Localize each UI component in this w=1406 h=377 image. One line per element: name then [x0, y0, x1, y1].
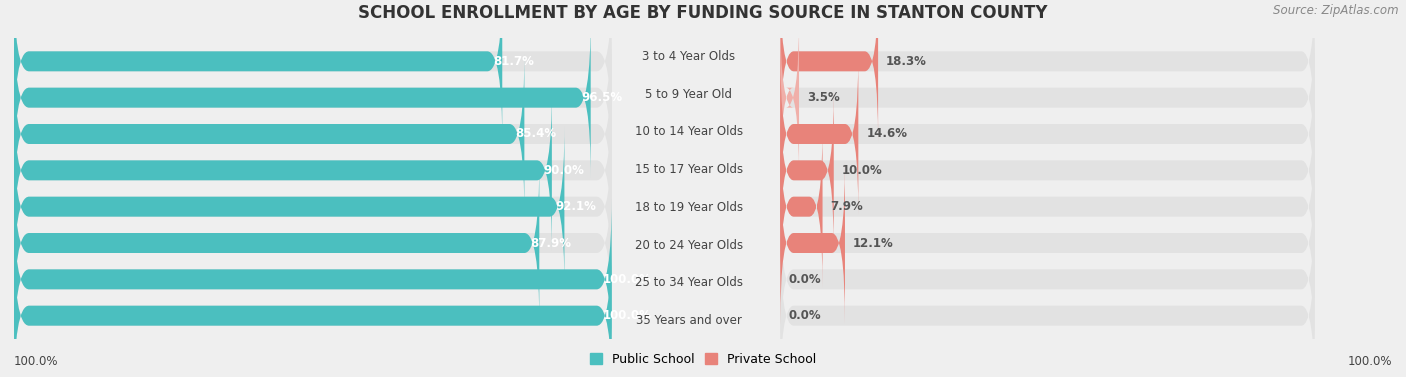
FancyBboxPatch shape	[780, 53, 1315, 215]
Text: 10 to 14 Year Olds: 10 to 14 Year Olds	[636, 126, 742, 138]
Text: 87.9%: 87.9%	[530, 236, 571, 250]
FancyBboxPatch shape	[14, 162, 612, 324]
Text: 0.0%: 0.0%	[789, 309, 821, 322]
FancyBboxPatch shape	[14, 126, 612, 288]
FancyBboxPatch shape	[780, 17, 799, 178]
FancyBboxPatch shape	[14, 199, 612, 360]
Text: 0.0%: 0.0%	[789, 273, 821, 286]
FancyBboxPatch shape	[14, 53, 524, 215]
FancyBboxPatch shape	[780, 89, 1315, 251]
Text: 3.5%: 3.5%	[807, 91, 839, 104]
Text: 100.0%: 100.0%	[603, 273, 651, 286]
FancyBboxPatch shape	[14, 0, 502, 142]
Text: 18 to 19 Year Olds: 18 to 19 Year Olds	[636, 201, 742, 214]
FancyBboxPatch shape	[780, 126, 1315, 288]
FancyBboxPatch shape	[14, 17, 591, 178]
Text: 92.1%: 92.1%	[555, 200, 596, 213]
FancyBboxPatch shape	[14, 89, 612, 251]
Text: 5 to 9 Year Old: 5 to 9 Year Old	[645, 88, 733, 101]
Text: 90.0%: 90.0%	[543, 164, 583, 177]
Text: 81.7%: 81.7%	[494, 55, 534, 68]
FancyBboxPatch shape	[14, 199, 612, 360]
Text: 96.5%: 96.5%	[582, 91, 623, 104]
Text: 20 to 24 Year Olds: 20 to 24 Year Olds	[636, 239, 742, 251]
FancyBboxPatch shape	[14, 126, 564, 288]
Text: 15 to 17 Year Olds: 15 to 17 Year Olds	[636, 163, 742, 176]
FancyBboxPatch shape	[780, 89, 834, 251]
FancyBboxPatch shape	[780, 0, 1315, 142]
Legend: Public School, Private School: Public School, Private School	[585, 348, 821, 371]
Text: 100.0%: 100.0%	[603, 309, 651, 322]
FancyBboxPatch shape	[14, 235, 612, 377]
FancyBboxPatch shape	[780, 0, 879, 142]
Text: 10.0%: 10.0%	[842, 164, 883, 177]
Text: 7.9%: 7.9%	[831, 200, 863, 213]
FancyBboxPatch shape	[780, 235, 1315, 377]
Text: 3 to 4 Year Olds: 3 to 4 Year Olds	[643, 50, 735, 63]
FancyBboxPatch shape	[780, 199, 1315, 360]
FancyBboxPatch shape	[14, 89, 551, 251]
FancyBboxPatch shape	[14, 17, 612, 178]
FancyBboxPatch shape	[14, 235, 612, 377]
Text: 35 Years and over: 35 Years and over	[636, 314, 742, 327]
FancyBboxPatch shape	[780, 17, 1315, 178]
Text: 25 to 34 Year Olds: 25 to 34 Year Olds	[636, 276, 742, 289]
FancyBboxPatch shape	[780, 53, 858, 215]
Text: 12.1%: 12.1%	[853, 236, 894, 250]
FancyBboxPatch shape	[780, 162, 1315, 324]
Text: SCHOOL ENROLLMENT BY AGE BY FUNDING SOURCE IN STANTON COUNTY: SCHOOL ENROLLMENT BY AGE BY FUNDING SOUR…	[359, 4, 1047, 22]
Text: 100.0%: 100.0%	[1347, 356, 1392, 368]
FancyBboxPatch shape	[780, 162, 845, 324]
Text: Source: ZipAtlas.com: Source: ZipAtlas.com	[1274, 4, 1399, 17]
Text: 14.6%: 14.6%	[866, 127, 907, 141]
FancyBboxPatch shape	[14, 162, 540, 324]
FancyBboxPatch shape	[780, 126, 823, 288]
FancyBboxPatch shape	[14, 0, 612, 142]
Text: 18.3%: 18.3%	[886, 55, 927, 68]
Text: 85.4%: 85.4%	[516, 127, 557, 141]
FancyBboxPatch shape	[14, 53, 612, 215]
Text: 100.0%: 100.0%	[14, 356, 59, 368]
